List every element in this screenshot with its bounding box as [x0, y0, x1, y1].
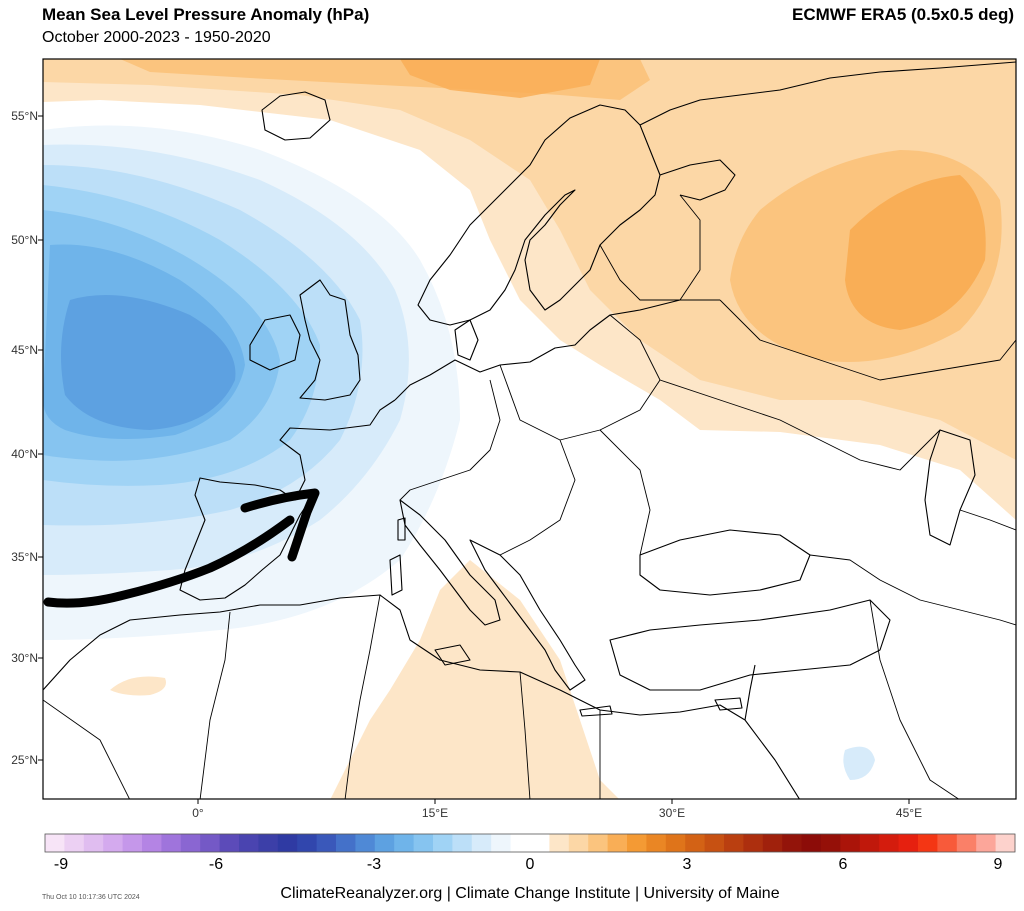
colorbar-swatch — [627, 834, 647, 852]
colorbar-swatch — [471, 834, 492, 852]
colorbar-swatch — [64, 834, 85, 852]
lon-label: 0° — [192, 806, 204, 820]
colorbar-swatch — [297, 834, 318, 852]
colorbar-swatch — [530, 834, 550, 852]
lon-ticks — [197, 799, 910, 804]
positive-anomaly-region — [43, 59, 1016, 799]
lat-label: 30°N — [11, 651, 38, 665]
lat-label: 50°N — [11, 233, 38, 247]
lat-label: 55°N — [11, 109, 38, 123]
colorbar-swatch — [549, 834, 570, 852]
data-source: ECMWF ERA5 (0.5x0.5 deg) — [792, 5, 1014, 24]
colorbar-swatch — [83, 834, 104, 852]
colorbar-swatch — [646, 834, 667, 852]
hand-drawn-arrow — [43, 488, 320, 608]
colorbar-label: 3 — [682, 856, 692, 873]
colorbar-swatch — [976, 834, 997, 852]
colorbar-swatch — [161, 834, 182, 852]
lat-label: 35°N — [11, 550, 38, 564]
colorbar-swatch — [879, 834, 900, 852]
lon-label: 30°E — [658, 806, 686, 820]
colorbar-label: -9 — [53, 856, 69, 873]
colorbar-swatch — [588, 834, 609, 852]
colorbar-swatch — [724, 834, 744, 852]
timestamp: Thu Oct 10 10:17:36 UTC 2024 — [42, 894, 140, 901]
colorbar-swatch — [355, 834, 376, 852]
lon-label: 15°E — [421, 806, 449, 820]
colorbar-swatch — [316, 834, 337, 852]
colorbar — [45, 834, 1016, 852]
colorbar-swatch — [413, 834, 434, 852]
colorbar-label: 6 — [838, 856, 848, 873]
colorbar-swatch — [336, 834, 356, 852]
colorbar-swatch — [277, 834, 298, 852]
map-title: Mean Sea Level Pressure Anomaly (hPa) — [42, 5, 370, 24]
map-frame — [42, 58, 1017, 800]
colorbar-label: -3 — [366, 856, 382, 873]
colorbar-swatch — [937, 834, 958, 852]
colorbar-swatch — [801, 834, 822, 852]
colorbar-swatch — [665, 834, 686, 852]
colorbar-swatch — [918, 834, 938, 852]
colorbar-swatch — [956, 834, 977, 852]
colorbar-swatch — [510, 834, 531, 852]
colorbar-swatch — [782, 834, 803, 852]
lat-label: 40°N — [11, 447, 38, 461]
colorbar-swatch — [374, 834, 395, 852]
colorbar-swatch — [452, 834, 473, 852]
colorbar-swatch — [840, 834, 861, 852]
anomaly-field — [43, 59, 1016, 799]
title-block: Mean Sea Level Pressure Anomaly (hPa) Oc… — [42, 4, 369, 48]
colorbar-swatch — [762, 834, 783, 852]
negative-anomaly-region — [43, 125, 460, 640]
lat-label: 45°N — [11, 343, 38, 357]
colorbar-swatch — [491, 834, 512, 852]
lon-label: 45°E — [895, 806, 923, 820]
colorbar-swatch — [103, 834, 124, 852]
colorbar-swatch — [685, 834, 706, 852]
colorbar-swatch — [433, 834, 453, 852]
colorbar-label: 9 — [993, 856, 1003, 873]
colorbar-swatch — [898, 834, 919, 852]
colorbar-label: 0 — [525, 856, 535, 873]
colorbar-swatch — [995, 834, 1016, 852]
colorbar-swatch — [704, 834, 725, 852]
colorbar-swatch — [394, 834, 415, 852]
colorbar-swatch — [45, 834, 65, 852]
colorbar-swatch — [200, 834, 221, 852]
colorbar-frame — [44, 833, 1016, 853]
lat-label: 25°N — [11, 753, 38, 767]
colorbar-swatch — [219, 834, 240, 852]
colorbar-swatch — [568, 834, 589, 852]
colorbar-label: -6 — [208, 856, 224, 873]
colorbar-swatch — [180, 834, 201, 852]
map-subtitle: October 2000-2023 - 1950-2020 — [42, 29, 271, 46]
colorbar-swatch — [239, 834, 259, 852]
coastlines-and-borders — [43, 61, 1016, 799]
colorbar-swatch — [821, 834, 841, 852]
colorbar-swatch — [859, 834, 880, 852]
colorbar-swatch — [258, 834, 279, 852]
colorbar-swatch — [607, 834, 628, 852]
lat-ticks — [38, 115, 43, 761]
colorbar-swatch — [743, 834, 764, 852]
footer-credits: ClimateReanalyzer.org | Climate Change I… — [280, 885, 780, 902]
colorbar-swatch — [142, 834, 162, 852]
colorbar-swatch — [122, 834, 143, 852]
